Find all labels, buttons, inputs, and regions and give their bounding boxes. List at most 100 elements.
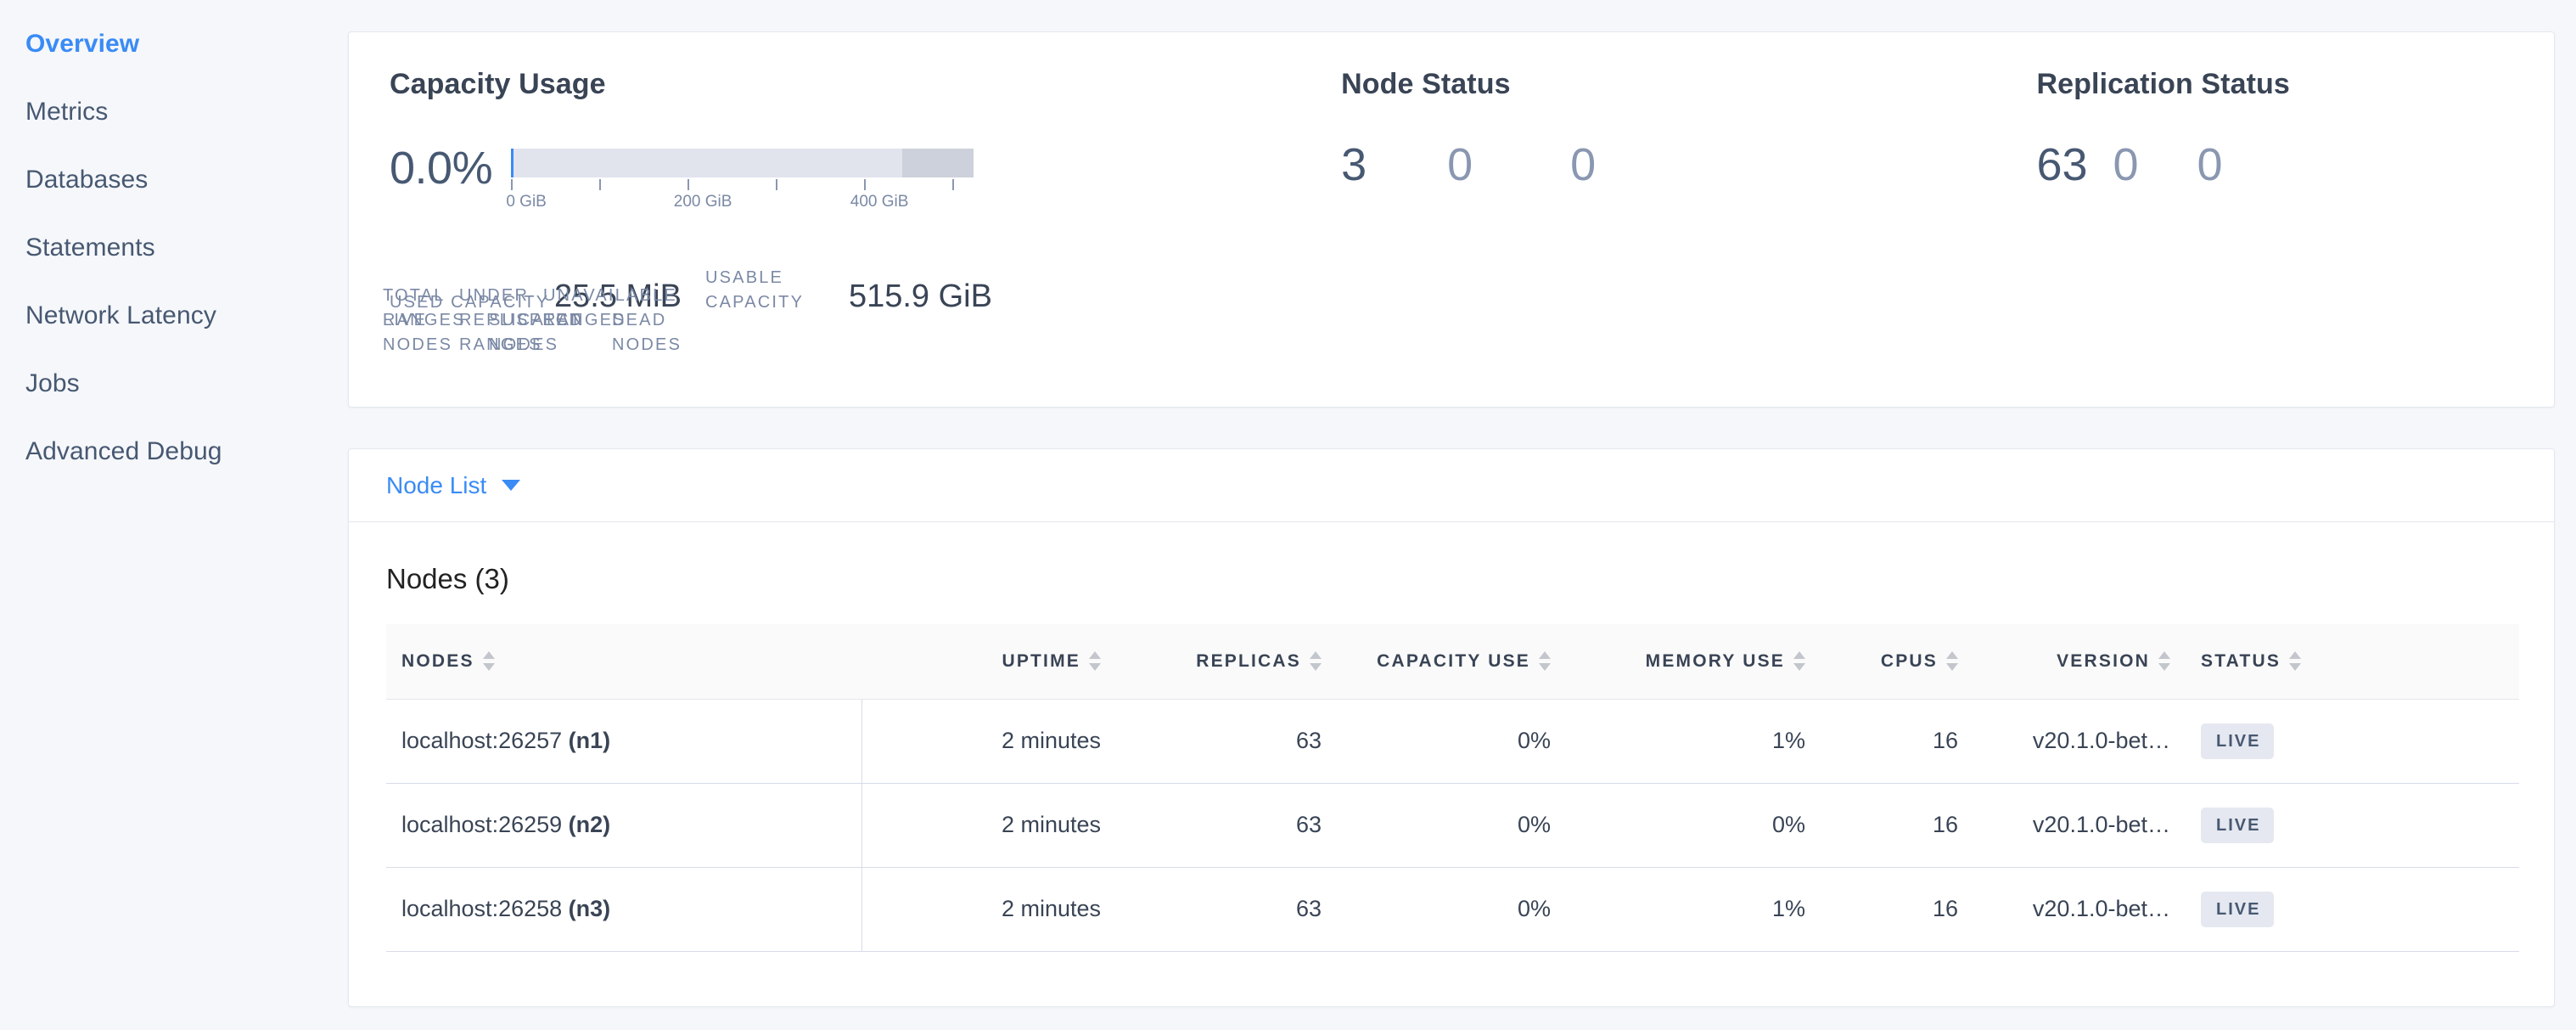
capacity-axis-labels: 0 GiB 200 GiB 400 GiB: [506, 193, 986, 215]
sidebar-item-label: Statements: [25, 234, 155, 262]
suspect-nodes-value: 0: [1447, 139, 1473, 190]
sidebar-item-label: Jobs: [25, 369, 80, 397]
capacity-bar-track: [511, 149, 974, 177]
node-id: (n1): [568, 728, 611, 753]
node-list-dropdown-label[interactable]: Node List: [386, 471, 487, 498]
cell-status: LIVE: [2186, 867, 2519, 952]
sort-icon[interactable]: [1089, 650, 1101, 673]
capacity-bar-unusable-fill: [902, 149, 974, 177]
replication-status-title: Replication Status: [2036, 68, 2290, 100]
usable-capacity-stat: USABLE CAPACITY 515.9 GiB: [705, 266, 992, 315]
cell-capacity-use: 0%: [1337, 699, 1566, 784]
table-row[interactable]: localhost:26258 (n3) 2 minutes 63 0% 1% …: [386, 867, 2519, 952]
cell-version: v20.1.0-bet…: [1973, 699, 2186, 784]
column-header-capacity-use[interactable]: CAPACITY USE: [1337, 624, 1566, 700]
sort-icon[interactable]: [1946, 650, 1958, 673]
cell-replicas: 63: [1116, 699, 1337, 784]
column-label: VERSION: [2057, 650, 2150, 671]
column-header-replicas[interactable]: REPLICAS: [1116, 624, 1337, 700]
sidebar-item-databases[interactable]: Databases: [0, 146, 348, 214]
column-header-uptime[interactable]: UPTIME: [861, 624, 1116, 700]
column-label: CAPACITY USE: [1377, 650, 1530, 671]
column-label: MEMORY USE: [1645, 650, 1785, 671]
sidebar-item-label: Network Latency: [25, 301, 216, 329]
total-ranges-stat: 63: [2037, 142, 2113, 188]
chevron-down-icon[interactable]: [502, 480, 521, 491]
unavailable-ranges-stat: 0: [2197, 142, 2223, 188]
sort-icon[interactable]: [2158, 650, 2170, 673]
sidebar-item-jobs[interactable]: Jobs: [0, 350, 348, 418]
node-status-title: Node Status: [1341, 68, 1511, 100]
sidebar-item-statements[interactable]: Statements: [0, 214, 348, 282]
cell-cpus: 16: [1821, 783, 1973, 868]
node-id: (n2): [568, 812, 611, 837]
column-label: CPUS: [1880, 650, 1938, 671]
column-label: STATUS: [2201, 650, 2281, 671]
cell-node[interactable]: localhost:26259 (n2): [386, 783, 862, 868]
column-header-cpus[interactable]: CPUS: [1821, 624, 1973, 700]
node-list-dropdown[interactable]: Node List: [349, 449, 2554, 522]
sidebar-item-metrics[interactable]: Metrics: [0, 78, 348, 146]
suspect-nodes-caption: SUSPECT NODES: [489, 311, 582, 354]
sidebar-item-label: Overview: [25, 30, 140, 58]
unavailable-ranges-value: 0: [2197, 139, 2223, 190]
under-replicated-ranges-value: 0: [2113, 139, 2139, 190]
sort-icon[interactable]: [2289, 650, 2302, 673]
table-row[interactable]: localhost:26259 (n2) 2 minutes 63 0% 0% …: [386, 783, 2519, 868]
capacity-usage-section: Capacity Usage 0.0%: [349, 32, 1307, 407]
replication-status-section: Replication Status 63 0 0 TOTAL RANGES U…: [383, 32, 2555, 407]
usable-capacity-label: USABLE CAPACITY: [704, 268, 805, 312]
column-header-version[interactable]: VERSION: [1973, 624, 2186, 700]
sidebar-item-label: Metrics: [25, 98, 109, 126]
total-ranges-value: 63: [2036, 139, 2088, 190]
usable-capacity-value: 515.9 GiB: [848, 279, 992, 315]
status-badge: LIVE: [2201, 891, 2275, 927]
cell-node[interactable]: localhost:26257 (n1): [386, 699, 862, 784]
nodes-table-header-row: NODES UPTIME REPLICAS CAPACITY USE MEMOR…: [386, 624, 2519, 700]
sort-icon[interactable]: [1310, 650, 1322, 673]
capacity-stats: USED CAPACITY 25.5 MiB USABLE CAPACITY 5…: [390, 266, 1307, 315]
sidebar: Overview Metrics Databases Statements Ne…: [0, 0, 348, 1030]
node-address: localhost:26258: [401, 896, 563, 921]
table-row[interactable]: localhost:26257 (n1) 2 minutes 63 0% 1% …: [386, 699, 2519, 784]
column-label: NODES: [401, 650, 474, 671]
dead-nodes-value: 0: [1570, 139, 1597, 190]
column-header-memory-use[interactable]: MEMORY USE: [1566, 624, 1821, 700]
column-header-nodes[interactable]: NODES: [386, 624, 861, 700]
cluster-summary-card: Capacity Usage 0.0%: [348, 31, 2555, 408]
cell-uptime: 2 minutes: [861, 867, 1116, 952]
cell-uptime: 2 minutes: [861, 783, 1116, 868]
sidebar-item-label: Databases: [25, 166, 149, 194]
capacity-bar-chart: 0 GiB 200 GiB 400 GiB: [506, 145, 986, 215]
sidebar-item-overview[interactable]: Overview: [0, 10, 348, 78]
cell-version: v20.1.0-bet…: [1973, 867, 2186, 952]
under-replicated-ranges-caption: UNDER-REPLICATED RANGES: [459, 286, 584, 354]
cell-memory-use: 1%: [1566, 699, 1821, 784]
live-nodes-stat: 3: [1341, 142, 1447, 188]
cell-capacity-use: 0%: [1337, 783, 1566, 868]
sidebar-item-advanced-debug[interactable]: Advanced Debug: [0, 418, 348, 486]
total-ranges-caption: TOTAL RANGES: [383, 286, 466, 329]
sidebar-item-network-latency[interactable]: Network Latency: [0, 282, 348, 350]
unavailable-ranges-caption: UNAVAILABLE RANGES: [543, 286, 677, 329]
capacity-bar-used-fill: [511, 149, 514, 177]
sort-icon[interactable]: [482, 650, 495, 673]
node-address: localhost:26257: [401, 728, 563, 753]
sort-icon[interactable]: [1539, 650, 1551, 673]
status-badge: LIVE: [2201, 807, 2275, 843]
nodes-table: NODES UPTIME REPLICAS CAPACITY USE MEMOR…: [386, 624, 2519, 952]
cell-replicas: 63: [1116, 867, 1337, 952]
live-nodes-caption: LIVE NODES: [383, 311, 453, 354]
cell-memory-use: 0%: [1566, 783, 1821, 868]
capacity-axis-label: 400 GiB: [850, 193, 909, 211]
used-capacity-stat: USED CAPACITY 25.5 MiB: [390, 279, 682, 315]
status-badge: LIVE: [2201, 723, 2275, 759]
capacity-axis-label: 200 GiB: [673, 193, 732, 211]
cell-node[interactable]: localhost:26258 (n3): [386, 867, 862, 952]
cell-version: v20.1.0-bet…: [1973, 783, 2186, 868]
node-address: localhost:26259: [401, 812, 563, 837]
dead-nodes-stat: 0: [1570, 142, 1596, 188]
sort-icon[interactable]: [1793, 650, 1805, 673]
column-label: UPTIME: [1002, 650, 1080, 671]
column-header-status[interactable]: STATUS: [2186, 624, 2519, 700]
